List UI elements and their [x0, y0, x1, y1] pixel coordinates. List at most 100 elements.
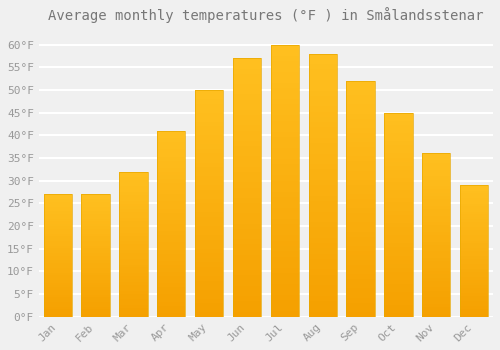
Bar	[233, 74, 261, 79]
Bar	[460, 259, 488, 261]
Bar	[422, 245, 450, 248]
Bar	[346, 147, 375, 152]
Bar	[308, 296, 337, 301]
Bar	[384, 125, 412, 129]
Bar	[195, 122, 224, 126]
Bar	[119, 212, 148, 215]
Bar	[422, 252, 450, 255]
Bar	[422, 157, 450, 160]
Bar	[157, 276, 186, 280]
Bar	[270, 110, 299, 116]
Bar	[157, 172, 186, 175]
Bar	[308, 190, 337, 196]
Bar	[346, 152, 375, 156]
Bar	[157, 243, 186, 246]
Bar	[422, 212, 450, 216]
Bar	[460, 290, 488, 293]
Bar	[119, 172, 148, 175]
Bar	[119, 186, 148, 189]
Bar	[346, 161, 375, 166]
Bar	[44, 290, 72, 292]
Bar	[422, 304, 450, 307]
Bar	[119, 250, 148, 253]
Bar	[195, 240, 224, 244]
Bar	[346, 260, 375, 265]
Bar	[308, 201, 337, 206]
Bar	[119, 218, 148, 221]
Bar	[460, 296, 488, 299]
Bar	[270, 230, 299, 235]
Bar	[119, 204, 148, 206]
Bar	[384, 252, 412, 255]
Bar	[195, 172, 224, 176]
Bar	[346, 274, 375, 279]
Bar	[422, 222, 450, 225]
Bar	[119, 236, 148, 238]
Bar	[157, 131, 186, 317]
Bar	[44, 211, 72, 214]
Bar	[270, 164, 299, 170]
Bar	[460, 261, 488, 264]
Bar	[270, 197, 299, 203]
Bar	[119, 238, 148, 241]
Bar	[44, 295, 72, 297]
Bar	[233, 172, 261, 177]
Bar	[44, 285, 72, 287]
Bar	[460, 256, 488, 259]
Bar	[44, 263, 72, 265]
Bar	[460, 190, 488, 193]
Bar	[346, 246, 375, 251]
Bar	[195, 272, 224, 276]
Bar	[157, 153, 186, 157]
Bar	[44, 224, 72, 226]
Bar	[233, 69, 261, 74]
Bar	[233, 136, 261, 141]
Bar	[460, 196, 488, 198]
Bar	[44, 248, 72, 251]
Bar	[82, 280, 110, 282]
Bar	[270, 312, 299, 317]
Bar	[119, 296, 148, 299]
Bar	[422, 203, 450, 206]
Bar	[195, 167, 224, 172]
Bar	[233, 229, 261, 234]
Bar	[233, 224, 261, 229]
Bar	[270, 61, 299, 66]
Bar	[195, 162, 224, 167]
Bar	[270, 148, 299, 154]
Bar	[82, 233, 110, 236]
Bar	[119, 192, 148, 195]
Bar	[233, 250, 261, 255]
Bar	[460, 222, 488, 225]
Bar	[82, 216, 110, 219]
Bar	[270, 219, 299, 224]
Bar	[44, 312, 72, 314]
Bar	[195, 312, 224, 317]
Bar	[422, 180, 450, 183]
Bar	[270, 181, 299, 186]
Bar	[270, 224, 299, 230]
Bar	[384, 203, 412, 206]
Bar	[82, 265, 110, 268]
Bar	[119, 282, 148, 285]
Bar	[44, 231, 72, 233]
Bar	[308, 280, 337, 285]
Bar	[270, 279, 299, 284]
Bar	[308, 91, 337, 96]
Bar	[119, 259, 148, 262]
Bar	[44, 258, 72, 260]
Bar	[195, 289, 224, 294]
Bar	[44, 297, 72, 300]
Bar	[82, 226, 110, 229]
Bar	[157, 291, 186, 294]
Bar	[422, 290, 450, 294]
Bar	[119, 209, 148, 212]
Bar	[460, 219, 488, 222]
Bar	[308, 75, 337, 80]
Bar	[384, 190, 412, 194]
Bar	[308, 301, 337, 306]
Bar	[82, 302, 110, 304]
Bar	[82, 295, 110, 297]
Bar	[119, 227, 148, 230]
Bar	[82, 285, 110, 287]
